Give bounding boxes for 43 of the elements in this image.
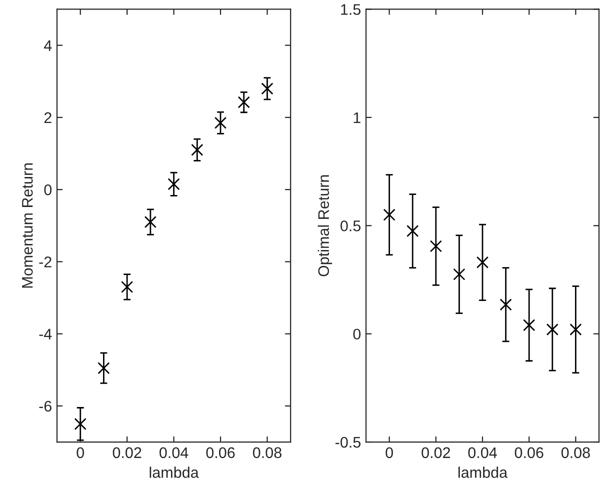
point [383, 208, 396, 221]
y-tick-label: 0.5 [340, 220, 361, 232]
point [523, 319, 536, 332]
x-tick-label: 0.08 [252, 447, 282, 458]
x-tick-label: 0 [386, 447, 393, 458]
point [238, 96, 250, 108]
point [144, 216, 157, 228]
y-tick-label: -2 [39, 256, 52, 268]
point [476, 256, 489, 268]
point [406, 224, 419, 238]
y-tick-label: 1 [354, 112, 360, 123]
y-tick-label: -6 [39, 400, 52, 412]
point [430, 240, 442, 252]
x-tick-label: 0.08 [561, 447, 590, 458]
point [214, 116, 227, 129]
point [191, 144, 204, 156]
x-tick-label: 0.04 [160, 447, 188, 458]
x-axis-title: lambda [150, 466, 199, 478]
y-tick-label: 1.5 [341, 4, 361, 15]
point [453, 268, 466, 280]
point [546, 323, 558, 336]
x-tick-label: 0.06 [514, 447, 544, 458]
y-axis-title: Optimal Return [318, 175, 332, 276]
y-tick-label: 2 [44, 112, 52, 123]
y-tick-label: -4 [39, 328, 52, 340]
x-axis-title: lambda [458, 466, 508, 478]
x-tick-label: 0.02 [112, 447, 142, 458]
point [168, 178, 180, 190]
y-tick-label: 4 [44, 40, 52, 51]
y-tick-label: 0 [44, 184, 52, 196]
point [570, 323, 582, 336]
x-tick-label: 0.04 [468, 447, 497, 458]
x-tick-label: 0 [76, 447, 84, 458]
point [121, 280, 134, 294]
point [98, 362, 110, 374]
y-axis-title: Momentum Return [22, 163, 33, 288]
point [500, 298, 512, 311]
x-tick-label: 0.02 [422, 447, 450, 458]
point [74, 418, 86, 430]
x-tick-label: 0.06 [206, 447, 235, 458]
y-tick-label: 0 [353, 328, 361, 340]
y-tick-label: -0.5 [336, 436, 361, 448]
point [261, 82, 274, 95]
